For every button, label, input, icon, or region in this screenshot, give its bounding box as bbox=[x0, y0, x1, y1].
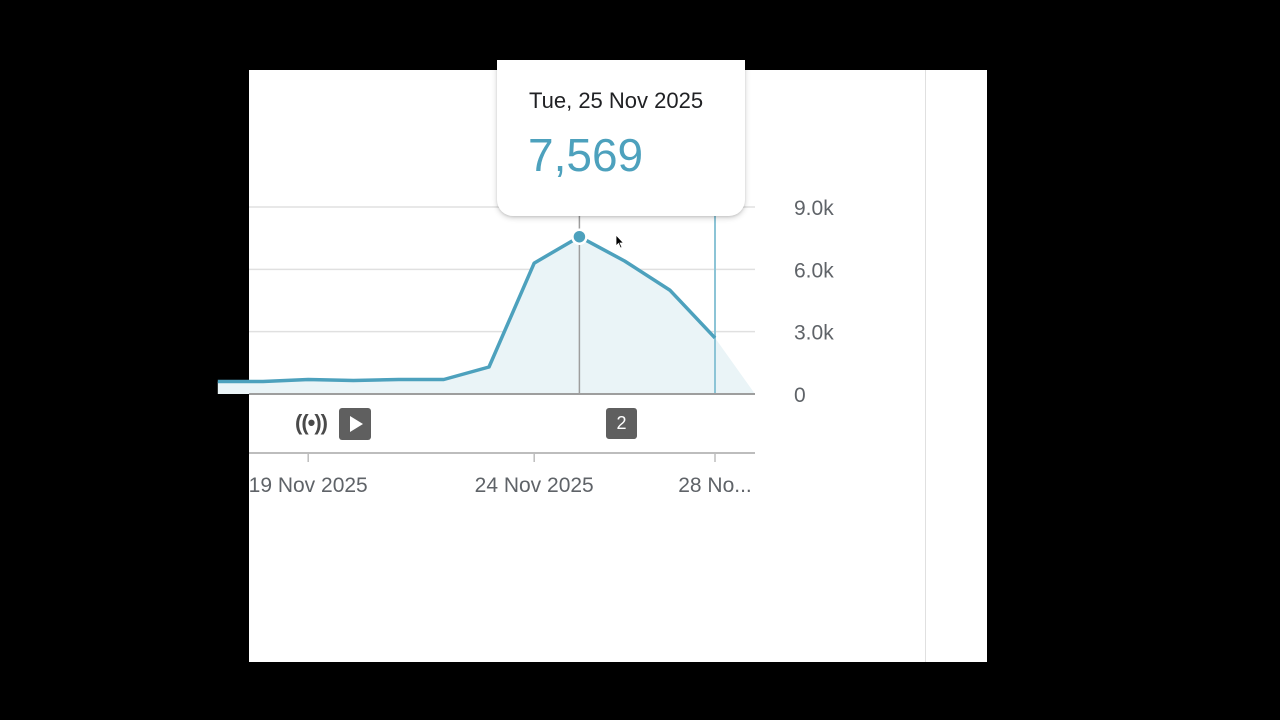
data-tooltip: Tue, 25 Nov 2025 7,569 bbox=[497, 60, 745, 216]
panel-divider bbox=[925, 70, 926, 662]
mouse-cursor bbox=[615, 233, 625, 249]
y-tick-label: 0 bbox=[794, 384, 806, 407]
hovered-data-point[interactable] bbox=[571, 228, 588, 245]
tooltip-value: 7,569 bbox=[528, 129, 644, 181]
broadcast-icon[interactable]: ((•)) bbox=[295, 410, 328, 435]
series-line bbox=[217, 234, 717, 384]
tooltip-date: Tue, 25 Nov 2025 bbox=[529, 88, 704, 113]
x-tick-label: 28 No... bbox=[678, 474, 752, 497]
y-tick-label: 6.0k bbox=[794, 259, 834, 282]
y-tick-label: 9.0k bbox=[794, 197, 834, 220]
x-tick-label: 24 Nov 2025 bbox=[475, 474, 594, 497]
play-icon bbox=[350, 416, 363, 432]
y-tick-label: 3.0k bbox=[794, 322, 834, 345]
x-tick-label: 19 Nov 2025 bbox=[249, 474, 368, 497]
annotation-badge[interactable]: 2 bbox=[606, 408, 637, 439]
series-area bbox=[217, 236, 756, 394]
play-button[interactable] bbox=[339, 408, 371, 440]
